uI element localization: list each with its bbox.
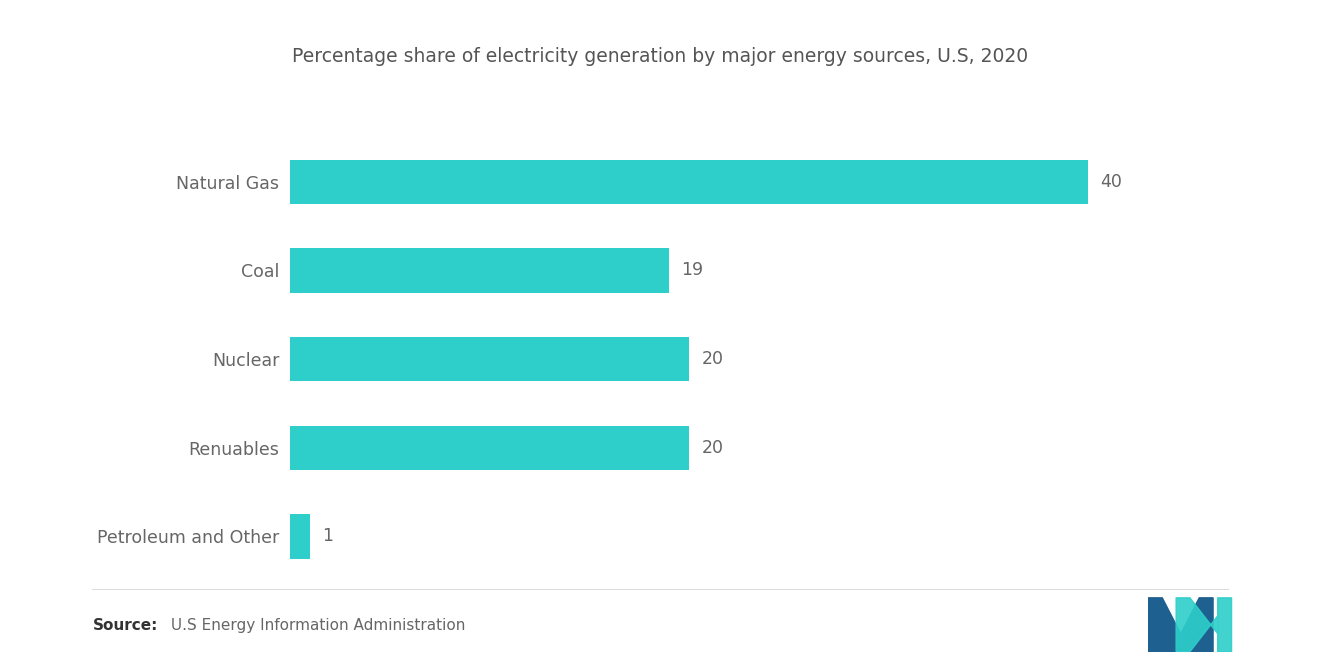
Text: U.S Energy Information Administration: U.S Energy Information Administration: [166, 618, 466, 632]
Polygon shape: [1176, 598, 1232, 652]
Text: 19: 19: [681, 261, 704, 279]
Text: 40: 40: [1101, 173, 1122, 191]
Bar: [290, 514, 310, 559]
Bar: [290, 337, 689, 381]
Bar: [290, 248, 669, 293]
Text: Source:: Source:: [92, 618, 158, 632]
Text: 20: 20: [701, 439, 723, 457]
Bar: [290, 426, 689, 470]
Text: 1: 1: [322, 527, 334, 545]
Text: 20: 20: [701, 350, 723, 368]
Text: Percentage share of electricity generation by major energy sources, U.S, 2020: Percentage share of electricity generati…: [292, 47, 1028, 66]
Bar: [290, 160, 1088, 204]
Polygon shape: [1148, 598, 1213, 652]
